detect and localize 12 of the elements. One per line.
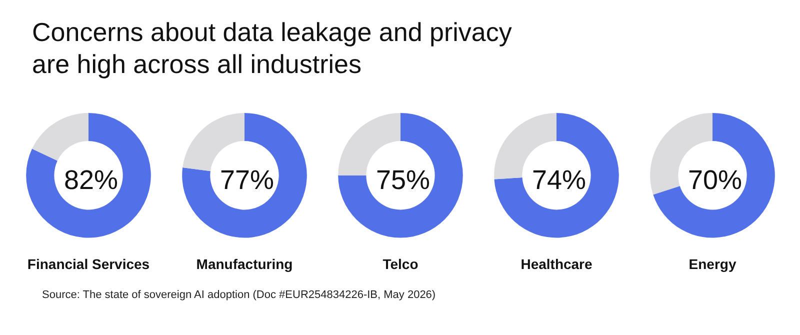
text: Healthcare (520, 256, 593, 272)
text: Manufacturing (196, 256, 293, 272)
data-label: 77% (220, 164, 274, 195)
data-label: 75% (376, 164, 430, 195)
source-note: Source: The state of sovereign AI adoption (Doc #EUR254834226-IB, May 2026) (42, 288, 436, 303)
data-label: 70% (688, 164, 742, 195)
text: Concerns about data leakage and privacy are high across all industries (32, 16, 512, 80)
text: Financial Services (27, 256, 150, 272)
data-label: 74% (532, 164, 586, 195)
data-label: 82% (64, 164, 118, 195)
text: Energy (688, 256, 736, 272)
text: Telco (382, 256, 418, 272)
